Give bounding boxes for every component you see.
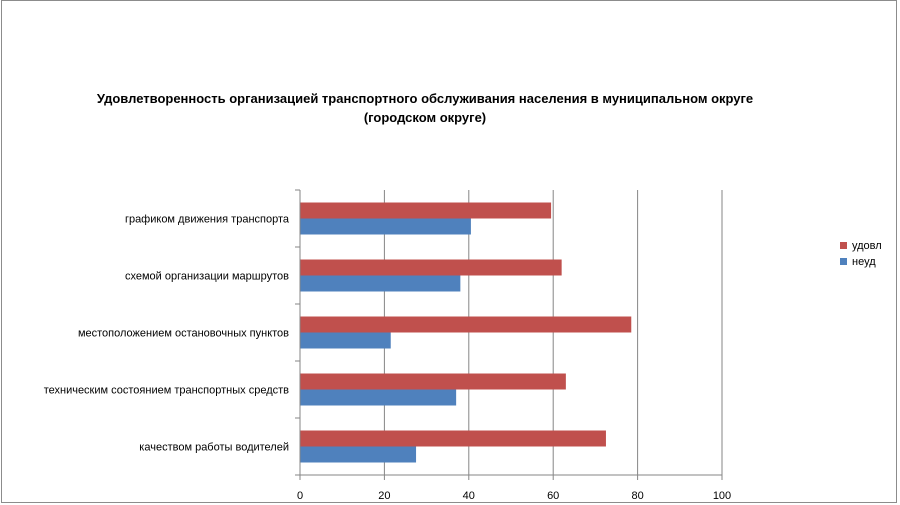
- legend-swatch: [840, 242, 847, 249]
- x-tick-label: 80: [631, 490, 643, 502]
- legend-swatch: [840, 258, 847, 265]
- labels: 0 20 40 60 80 100 графиком движения транспорта…: [44, 214, 731, 503]
- category-label: техническим состоянием транспортных сред…: [44, 385, 289, 397]
- bar: [300, 332, 391, 349]
- bar: [300, 275, 461, 292]
- bar: [300, 218, 471, 235]
- bar: [300, 430, 606, 447]
- legend-label: удовл: [852, 240, 882, 252]
- x-tick-label: 0: [297, 490, 303, 502]
- x-tick-label: 60: [547, 490, 559, 502]
- x-tick-label: 40: [463, 490, 475, 502]
- chart-title: Удовлетворенность организацией транспорт…: [96, 91, 754, 106]
- bar: [300, 202, 552, 219]
- chart-title-line2: (городском округе): [363, 110, 487, 125]
- bar: [300, 446, 417, 463]
- bar: [300, 316, 632, 333]
- category-label: местоположением остановочных пунктов: [78, 328, 289, 340]
- legend-label: неуд: [852, 256, 876, 268]
- bar: [300, 259, 562, 276]
- legend: удовл неуд: [840, 240, 882, 268]
- x-tick-label: 100: [713, 490, 731, 502]
- bars: [300, 202, 632, 463]
- category-label: графиком движения транспорта: [125, 214, 290, 226]
- bar: [300, 389, 457, 406]
- axes: [295, 189, 723, 480]
- x-tick-label: 20: [378, 490, 390, 502]
- bar: [300, 373, 566, 390]
- category-label: схемой организации маршрутов: [125, 271, 289, 283]
- category-label: качеством работы водителей: [139, 442, 289, 454]
